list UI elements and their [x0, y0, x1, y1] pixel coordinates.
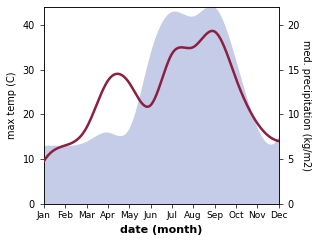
Y-axis label: med. precipitation (kg/m2): med. precipitation (kg/m2) — [301, 40, 311, 171]
Y-axis label: max temp (C): max temp (C) — [7, 71, 17, 139]
X-axis label: date (month): date (month) — [120, 225, 203, 235]
